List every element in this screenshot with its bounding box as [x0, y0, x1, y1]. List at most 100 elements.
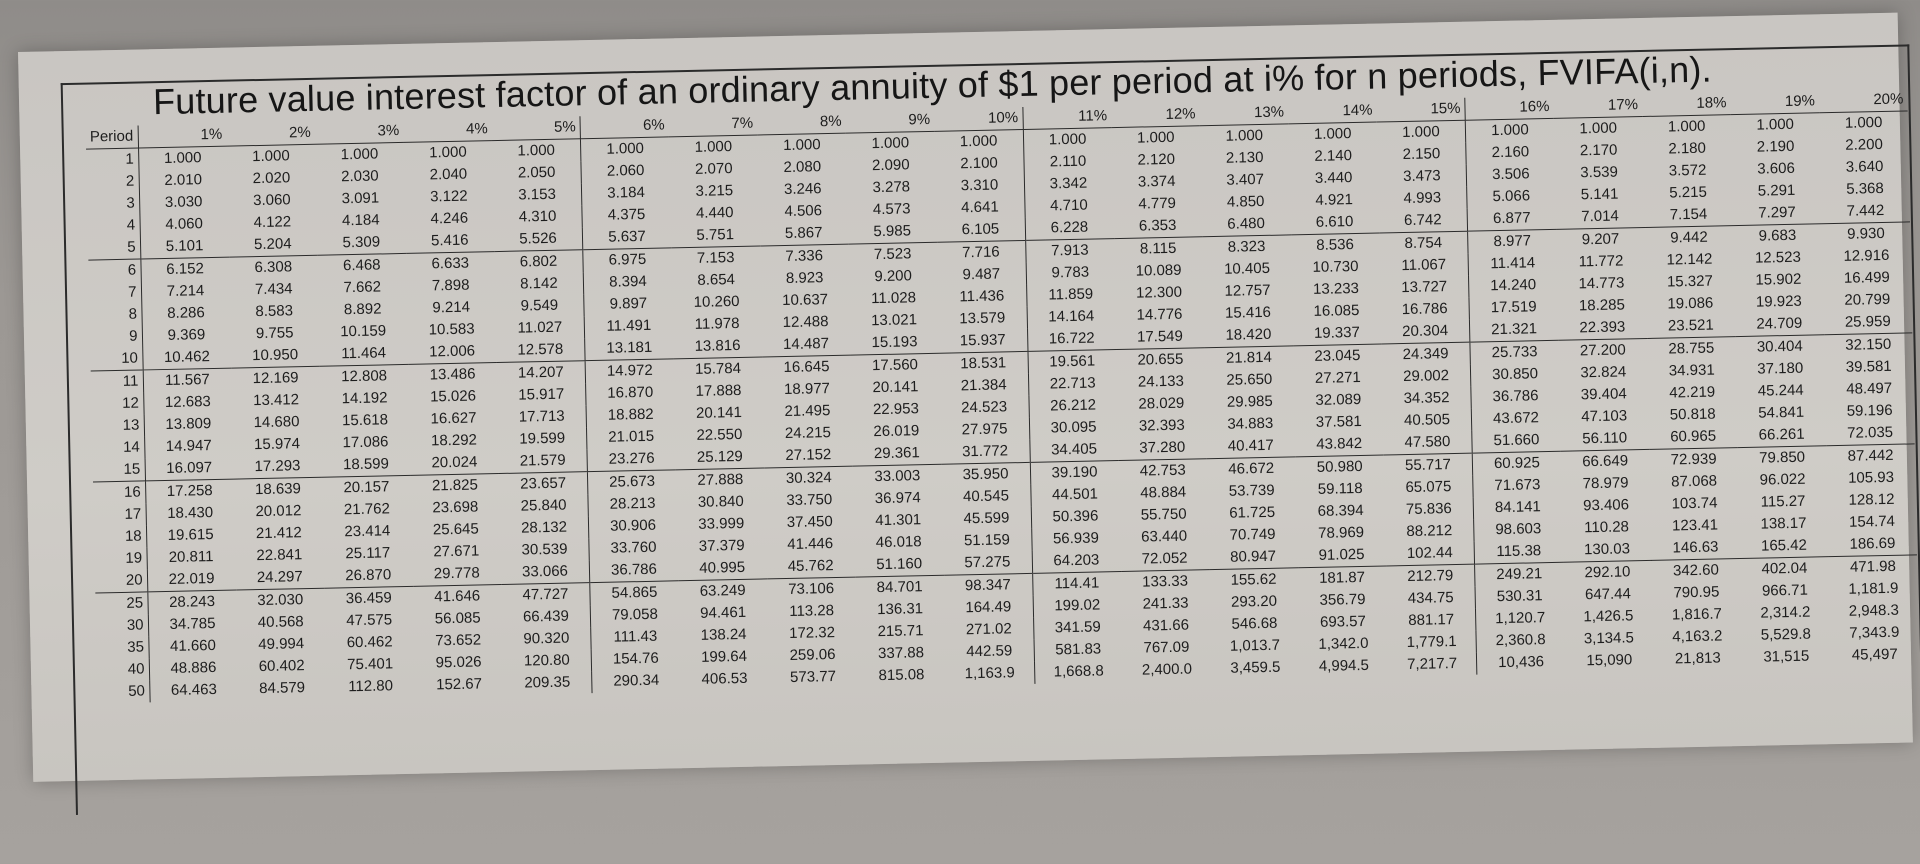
factor-cell: 10.405	[1223, 259, 1271, 278]
factor-cell: 18.420	[1225, 325, 1272, 344]
factor-cell: 45.762	[787, 557, 834, 575]
factor-cell: 581.83	[1055, 640, 1102, 659]
factor-cell: 23.045	[1292, 344, 1382, 369]
factor-cell: 2.080	[783, 158, 822, 176]
factor-cell: 39.190	[1029, 460, 1119, 485]
factor-cell: 6.802	[494, 249, 584, 275]
factor-cell: 61.725	[1229, 503, 1276, 522]
factor-cell: 55.717	[1383, 453, 1473, 478]
factor-cell: 30.095	[1050, 418, 1097, 437]
factor-cell: 172.32	[788, 624, 836, 642]
factor-cell: 13.021	[870, 311, 918, 330]
factor-cell: 1.000	[694, 138, 733, 156]
factor-cell: 51.160	[876, 555, 923, 574]
factor-cell: 60.965	[1670, 427, 1717, 446]
factor-cell: 56.939	[1052, 529, 1100, 548]
factor-cell: 271.02	[944, 617, 1034, 642]
factor-cell: 9.930	[1821, 221, 1911, 247]
factor-cell: 19.337	[1313, 323, 1361, 342]
factor-cell: 34.931	[1668, 361, 1715, 380]
factor-cell: 16.870	[607, 383, 654, 402]
factor-cell: 59.118	[1317, 479, 1363, 498]
factor-cell: 2,948.3	[1848, 601, 1900, 620]
factor-cell: 24.523	[939, 395, 1029, 420]
factor-cell: 16.085	[1313, 301, 1360, 320]
factor-cell: 5.867	[784, 224, 823, 242]
factor-cell: 5.215	[1669, 183, 1707, 202]
factor-cell: 10.950	[252, 346, 299, 365]
factor-cell: 2.120	[1137, 150, 1176, 169]
factor-cell: 11.027	[495, 316, 585, 341]
factor-cell: 60.462	[346, 633, 393, 652]
factor-cell: 2.190	[1756, 137, 1795, 156]
factor-cell: 9.442	[1644, 225, 1734, 250]
factor-cell: 42.753	[1118, 458, 1208, 484]
factor-cell: 7.913	[1025, 238, 1115, 263]
factor-cell: 12.300	[1135, 283, 1183, 302]
factor-cell: 9.369	[167, 326, 206, 344]
factor-cell: 37.450	[786, 513, 833, 532]
factor-cell: 13.486	[408, 362, 498, 387]
factor-cell: 32.089	[1315, 390, 1362, 409]
factor-cell: 18.639	[233, 477, 323, 502]
factor-cell: 2.010	[164, 171, 203, 189]
period-cell: 17	[93, 503, 146, 527]
factor-cell: 209.35	[503, 671, 593, 695]
factor-cell: 199.02	[1054, 596, 1101, 615]
rate-header: 20%	[1818, 88, 1908, 113]
factor-cell: 47.575	[346, 611, 393, 630]
factor-cell: 95.026	[435, 653, 482, 672]
factor-cell: 40.568	[257, 613, 304, 632]
factor-cell: 20.799	[1844, 290, 1891, 309]
period-cell: 30	[95, 614, 149, 638]
factor-cell: 5.141	[1580, 185, 1619, 204]
factor-cell: 11.978	[694, 314, 740, 333]
factor-cell: 34.352	[1382, 386, 1472, 411]
factor-cell: 103.74	[1671, 494, 1718, 513]
factor-cell: 1,342.0	[1318, 634, 1369, 653]
factor-cell: 22.550	[696, 425, 743, 444]
period-cell: 4	[87, 214, 140, 238]
factor-cell: 87.442	[1826, 443, 1916, 469]
factor-cell: 7.716	[936, 240, 1026, 265]
factor-cell: 20.811	[168, 548, 214, 566]
factor-cell: 19.561	[1027, 349, 1117, 374]
factor-cell: 41.646	[412, 584, 502, 609]
factor-cell: 30.404	[1735, 334, 1825, 360]
rate-header: 18%	[1641, 92, 1731, 117]
factor-cell: 3.374	[1137, 172, 1176, 191]
factor-cell: 20.012	[255, 502, 302, 521]
factor-cell: 27.200	[1558, 338, 1648, 363]
factor-cell: 6.308	[228, 255, 318, 280]
factor-cell: 29.778	[433, 564, 480, 583]
factor-cell: 8.583	[255, 302, 294, 321]
factor-cell: 8.286	[167, 304, 205, 322]
factor-cell: 17.293	[254, 457, 301, 476]
factor-cell: 3.640	[1845, 157, 1884, 176]
factor-cell: 9.487	[937, 262, 1027, 287]
factor-cell: 22.713	[1049, 374, 1096, 393]
factor-cell: 1.000	[1376, 120, 1466, 145]
factor-cell: 259.06	[789, 646, 836, 664]
paper-sheet: Future value interest factor of an ordin…	[18, 12, 1920, 815]
factor-cell: 37.180	[1757, 359, 1804, 378]
factor-cell: 442.59	[945, 639, 1034, 664]
factor-cell: 8.892	[343, 300, 382, 319]
factor-cell: 49.994	[258, 635, 305, 654]
factor-cell: 72.052	[1141, 549, 1188, 568]
factor-cell: 8.536	[1290, 233, 1380, 258]
period-cell: 8	[89, 303, 142, 327]
factor-cell: 27.888	[675, 467, 765, 493]
factor-cell: 105.93	[1847, 468, 1895, 487]
factor-cell: 1.000	[871, 134, 910, 153]
factor-cell: 4.573	[872, 200, 911, 219]
factor-cell: 9.683	[1733, 223, 1822, 249]
table-frame: Future value interest factor of an ordin…	[60, 44, 1920, 815]
factor-cell: 546.68	[1231, 614, 1278, 633]
factor-cell: 27.975	[940, 417, 1030, 442]
factor-cell: 48.886	[170, 658, 217, 677]
factor-cell: 966.71	[1761, 581, 1809, 600]
factor-cell: 19.599	[498, 427, 587, 452]
factor-cell: 1.000	[1136, 128, 1175, 147]
factor-cell: 14.164	[1048, 307, 1095, 326]
